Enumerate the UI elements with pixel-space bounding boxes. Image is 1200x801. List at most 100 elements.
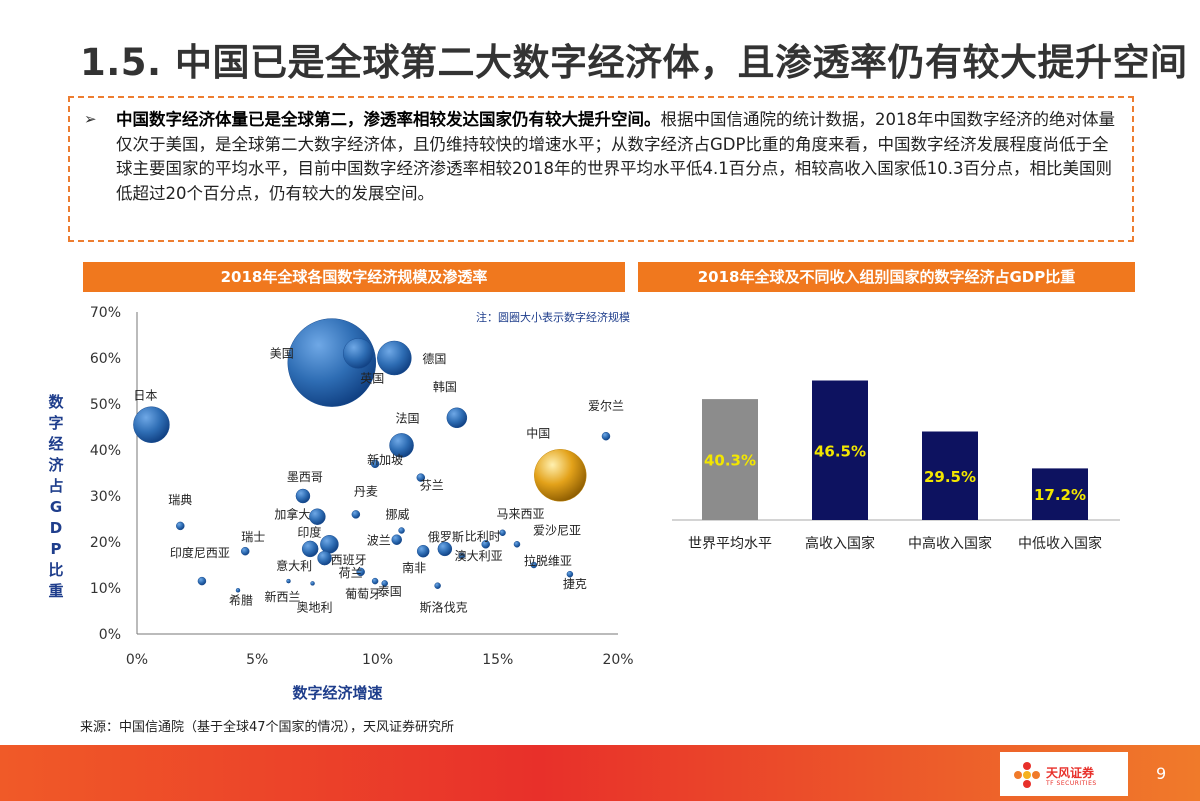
- bubble-南非: [416, 544, 430, 558]
- bubble-label: 丹麦: [354, 484, 378, 498]
- bubble-加拿大: [309, 508, 326, 525]
- page-title: 1.5. 中国已是全球第二大数字经济体，且渗透率仍有较大提升空间: [80, 41, 1188, 84]
- brand-name-en: TF SECURITIES: [1046, 780, 1097, 787]
- bar-世界平均水平: [702, 399, 758, 520]
- page-number: 9: [1156, 764, 1167, 783]
- bubble-label: 新加坡: [367, 452, 403, 467]
- bubble-label: 捷克: [563, 577, 587, 591]
- chart-note: 注：圆圈大小表示数字经济规模: [476, 310, 630, 324]
- x-tick-label: 5%: [246, 652, 268, 668]
- bubble-label: 美国: [270, 347, 294, 361]
- bubble-日本: [133, 406, 170, 443]
- summary-lead: 中国数字经济体量已是全球第二，渗透率相较发达国家仍有较大提升空间。: [116, 110, 661, 129]
- bubble-label: 韩国: [433, 379, 457, 394]
- bubble-label: 墨西哥: [287, 470, 323, 484]
- bubble-芬兰: [416, 473, 426, 482]
- bubble-中国: [534, 449, 587, 502]
- bubble-瑞士: [240, 546, 250, 556]
- bubble-爱尔兰: [601, 431, 611, 441]
- bubble-新加坡: [370, 459, 380, 469]
- bar-category-label: 世界平均水平: [688, 536, 772, 552]
- y-tick-label: 40%: [90, 443, 121, 459]
- bar-panel-title: 2018年全球及不同收入组别国家的数字经济占GDP比重: [638, 262, 1135, 292]
- bubble-捷克: [566, 570, 574, 578]
- bubble-挪威: [398, 527, 405, 534]
- bubble-label: 葡萄牙: [345, 587, 381, 601]
- source-note: 来源：中国信通院（基于全球47个国家的情况），天风证券研究所: [80, 720, 455, 735]
- bubble-label: 新西兰: [265, 589, 301, 604]
- bar-category-label: 高收入国家: [805, 535, 875, 552]
- bubble-瑞典: [176, 521, 185, 531]
- bubble-label: 瑞士: [241, 530, 265, 544]
- bubble-法国: [389, 433, 414, 458]
- bubble-label: 澳大利亚: [455, 549, 503, 563]
- bubble-label: 英国: [360, 371, 384, 385]
- bubble-label: 德国: [422, 351, 446, 366]
- y-tick-label: 70%: [90, 305, 121, 321]
- summary-text: 中国数字经济体量已是全球第二，渗透率相较发达国家仍有较大提升空间。根据中国信通院…: [116, 108, 1118, 206]
- bubble-葡萄牙: [371, 577, 379, 585]
- bar-中低收入国家: [1032, 468, 1088, 520]
- bubble-label: 意大利: [276, 558, 312, 573]
- bubble-希腊: [235, 588, 241, 593]
- bubble-label: 马来西亚: [497, 507, 545, 521]
- bubble-英国: [343, 338, 374, 369]
- bubble-西班牙: [317, 550, 332, 566]
- y-tick-label: 0%: [99, 627, 121, 643]
- y-tick-label: 30%: [90, 489, 121, 505]
- bubble-比利时: [481, 540, 490, 549]
- bubble-韩国: [446, 407, 468, 429]
- bubble-label: 泰国: [378, 584, 402, 598]
- bubble-label: 印度: [297, 524, 321, 539]
- bubble-意大利: [301, 540, 319, 558]
- bubble-chart: 0% 10% 20% 30% 40% 50% 60% 70% 0% 5% 10% 15% 20% 数字经济…: [48, 305, 633, 702]
- bubble-label: 中国: [526, 425, 550, 440]
- x-tick-label: 15%: [482, 652, 513, 668]
- bubble-label: 加拿大: [274, 507, 310, 522]
- bubble-label: 日本: [133, 389, 157, 403]
- bubble-label: 俄罗斯: [428, 530, 464, 544]
- bubble-德国: [377, 340, 412, 376]
- bubble-丹麦: [351, 510, 361, 519]
- tf-logo-icon: [1014, 762, 1040, 788]
- bar-高收入国家: [812, 380, 868, 520]
- bubble-斯洛伐克: [434, 582, 441, 589]
- bubble-波兰: [391, 534, 402, 545]
- bubble-拉脱维亚: [530, 561, 538, 569]
- bubble-label: 芬兰: [420, 479, 444, 493]
- x-tick-label: 10%: [362, 652, 393, 668]
- bubble-label: 挪威: [386, 508, 410, 522]
- x-axis-title: 数字经济增速: [292, 684, 382, 702]
- scatter-panel-title: 2018年全球各国数字经济规模及渗透率: [83, 262, 625, 292]
- x-tick-label: 0%: [126, 652, 148, 668]
- bubble-label: 爱尔兰: [588, 398, 624, 413]
- brand-name: 天风证券: [1046, 766, 1095, 780]
- bubble-泰国: [381, 580, 388, 587]
- bar-中高收入国家: [922, 431, 978, 520]
- bubble-label: 希腊: [229, 592, 253, 607]
- x-tick-label: 20%: [602, 652, 633, 668]
- bullet-arrow-icon: ➢: [84, 110, 97, 128]
- bubble-奥地利: [310, 581, 315, 586]
- bubble-马来西亚: [499, 529, 506, 537]
- y-tick-label: 10%: [90, 581, 121, 597]
- bubble-新西兰: [286, 578, 291, 584]
- bar-chart: 40.3% 世界平均水平 46.5% 高收入国家 29.5% 中高收入国家 17.2% 中低收…: [672, 380, 1120, 552]
- bar-value-label: 17.2%: [1034, 486, 1086, 504]
- bubble-label: 斯洛伐克: [420, 600, 468, 615]
- bubble-澳大利亚: [458, 552, 465, 560]
- bubble-爱沙尼亚: [513, 541, 521, 548]
- bubble-label: 瑞典: [168, 493, 192, 507]
- bubble-label: 印度尼西亚: [170, 545, 230, 560]
- bar-value-label: 40.3%: [704, 452, 756, 470]
- bubble-label: 荷兰: [339, 566, 363, 580]
- bubble-荷兰: [356, 567, 365, 577]
- bubble-label: 奥地利: [297, 600, 333, 614]
- bar-value-label: 29.5%: [924, 468, 976, 486]
- bubble-印度尼西亚: [197, 576, 207, 586]
- bubble-label: 拉脱维亚: [524, 553, 572, 568]
- bubble-label: 南非: [402, 560, 426, 575]
- bar-value-label: 46.5%: [814, 442, 866, 460]
- bubble-label: 比利时: [465, 529, 501, 543]
- bubble-label: 法国: [396, 411, 420, 425]
